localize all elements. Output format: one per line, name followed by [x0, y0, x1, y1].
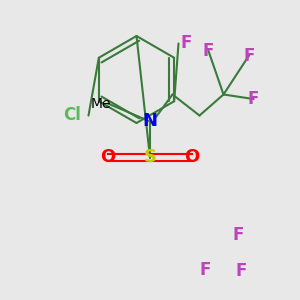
Text: F: F [233, 226, 244, 244]
Text: O: O [184, 148, 200, 166]
Text: Me: Me [90, 97, 111, 110]
Text: F: F [248, 90, 259, 108]
Text: F: F [180, 34, 192, 52]
Text: F: F [243, 46, 255, 64]
Text: F: F [200, 261, 211, 279]
Text: F: F [236, 262, 247, 280]
Text: F: F [203, 42, 214, 60]
Text: N: N [142, 112, 158, 130]
Text: O: O [100, 148, 116, 166]
Text: Cl: Cl [63, 106, 81, 124]
Text: S: S [143, 148, 157, 166]
